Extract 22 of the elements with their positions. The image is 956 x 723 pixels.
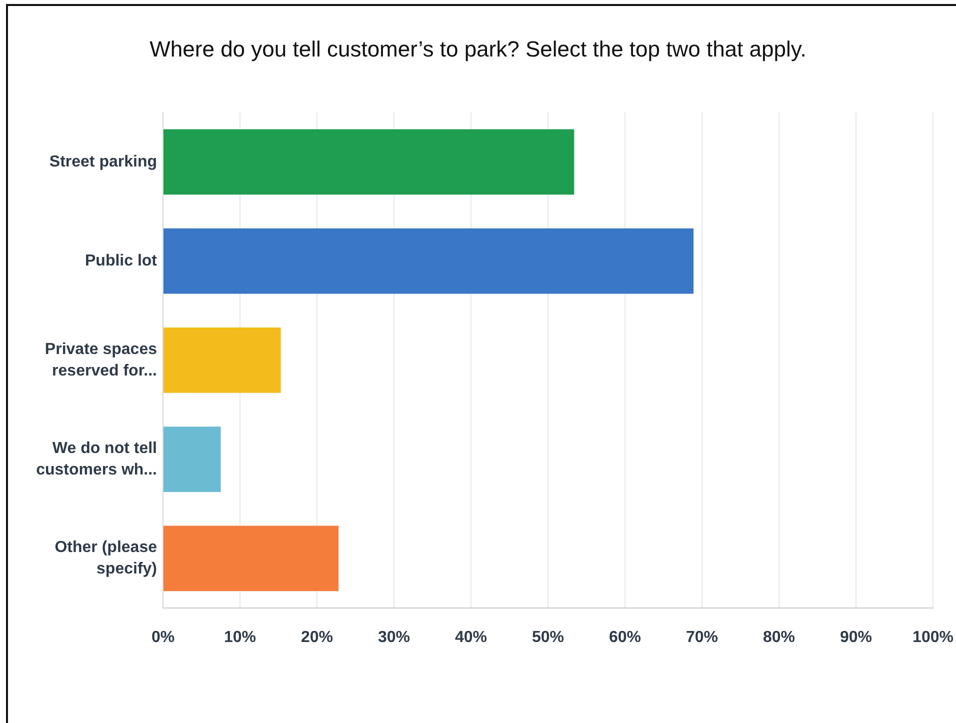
x-tick-label: 70%: [686, 629, 718, 646]
y-tick-label: Other (please specify): [54, 539, 158, 578]
x-tick-label: 60%: [608, 629, 642, 646]
bar: [164, 228, 694, 294]
x-tick-label: 20%: [300, 629, 334, 646]
chart-title: Where do you tell customer’s to park? Select the top two that apply.: [150, 36, 806, 62]
y-tick-label: Private spaces reserved for...: [44, 340, 158, 380]
x-tick-label: 90%: [840, 629, 872, 646]
bar: [164, 426, 221, 492]
x-tick-label: 40%: [454, 629, 488, 646]
x-tick-label: 0%: [151, 629, 175, 646]
x-tick-label: 30%: [378, 629, 410, 646]
x-tick-label: 100%: [912, 629, 954, 646]
bar: [164, 129, 574, 195]
x-tick-label: 80%: [762, 629, 796, 646]
y-tick-label: We do not tell customers wh...: [36, 440, 157, 479]
bar: [164, 526, 339, 592]
y-tick-label: Public lot: [85, 252, 158, 270]
x-tick-label: 10%: [224, 629, 256, 646]
bar: [164, 327, 281, 393]
x-tick-label: 50%: [532, 629, 564, 646]
y-tick-label: Street parking: [49, 153, 157, 170]
